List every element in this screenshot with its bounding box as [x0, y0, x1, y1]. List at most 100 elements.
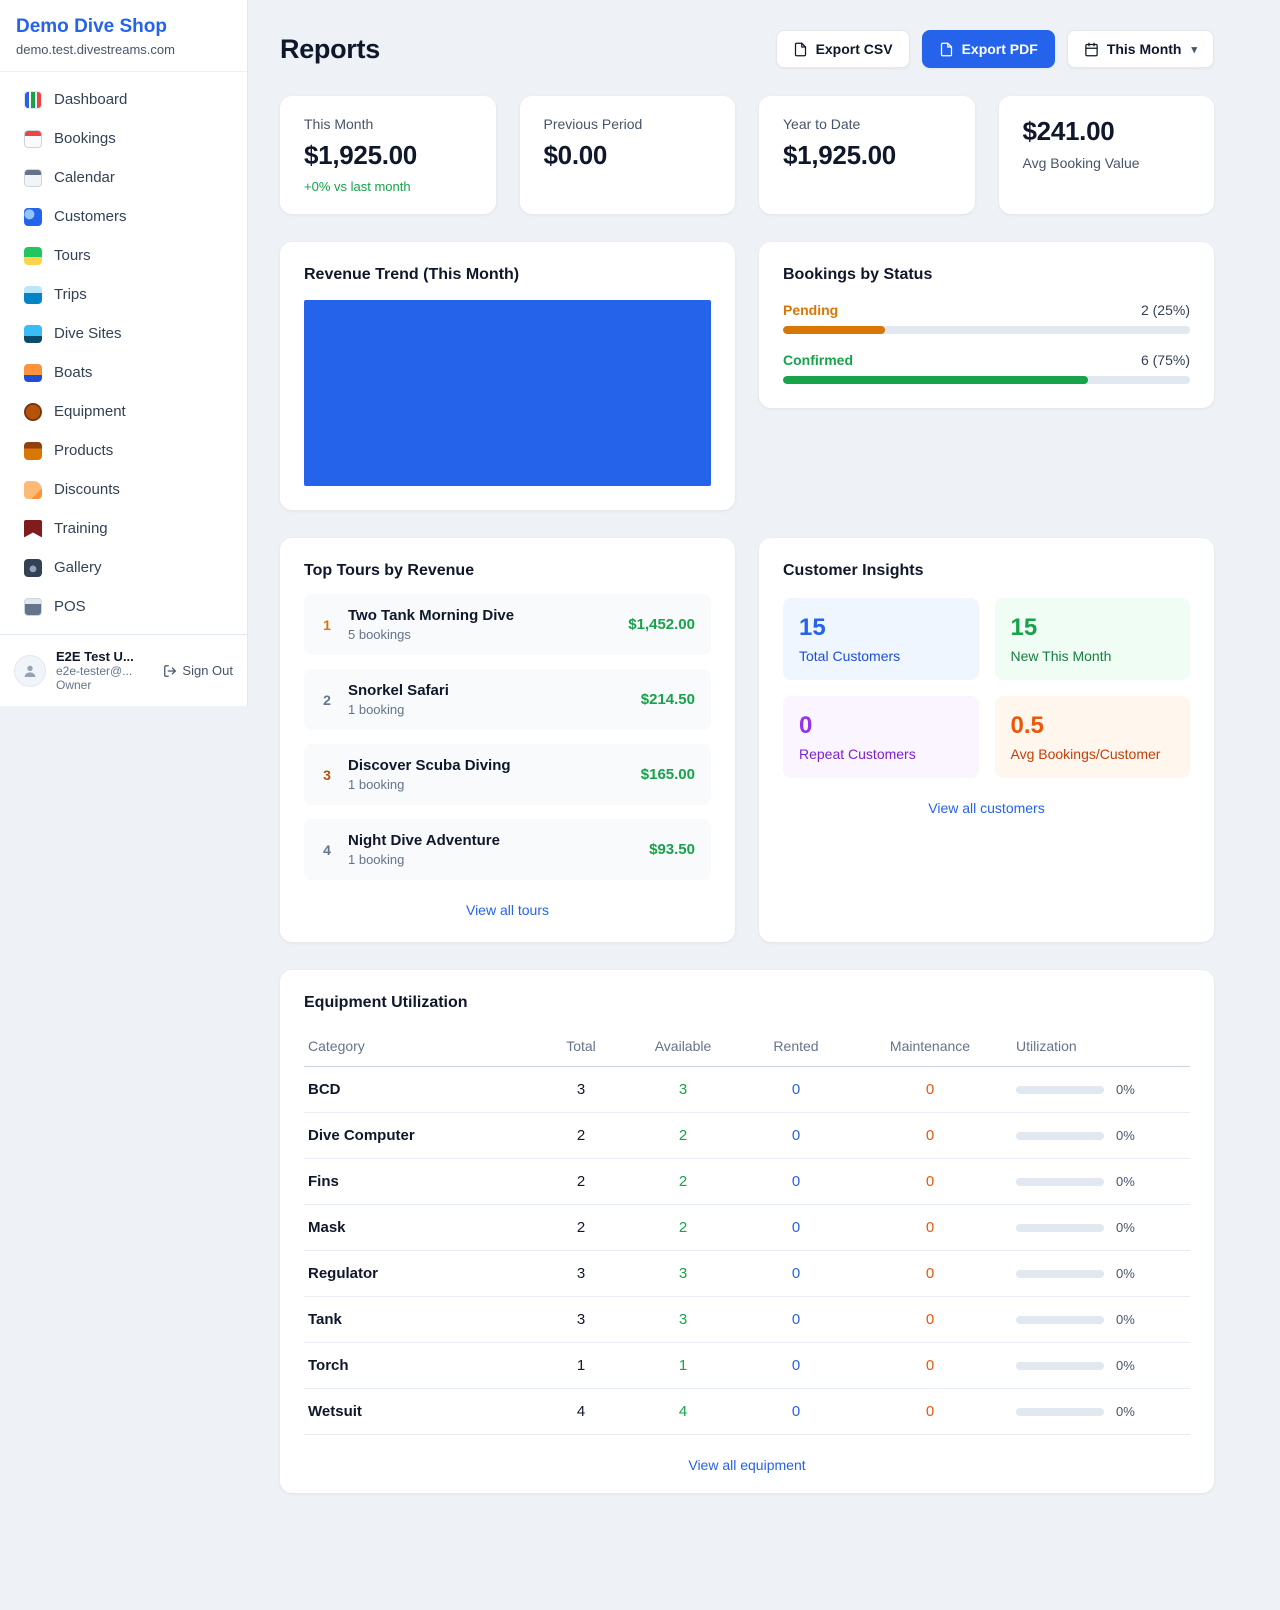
sidebar-item-label: Discounts: [54, 481, 120, 498]
sidebar-item-label: Dashboard: [54, 91, 128, 108]
sidebar-item-label: Boats: [54, 364, 93, 381]
equipment-utilization-card: Equipment Utilization Category Total Ava…: [280, 970, 1214, 1493]
export-csv-button[interactable]: Export CSV: [775, 30, 910, 68]
sidebar-item-bookings[interactable]: Bookings: [0, 119, 247, 158]
view-all-customers-link[interactable]: View all customers: [928, 800, 1045, 816]
shop-name: Demo Dive Shop: [16, 16, 167, 37]
tour-name: Night Dive Adventure: [348, 832, 500, 849]
status-label: Confirmed: [783, 352, 853, 368]
sidebar-item-tours[interactable]: Tours: [0, 236, 247, 275]
boat-icon: [24, 363, 42, 382]
period-dropdown[interactable]: This Month ▾: [1066, 30, 1214, 68]
sidebar-item-products[interactable]: Products: [0, 431, 247, 470]
wave-icon: [24, 285, 42, 304]
tour-rank: 3: [323, 766, 331, 783]
equipment-table: Category Total Available Rented Maintena…: [304, 1028, 1190, 1435]
utilization-bar: [1016, 1131, 1104, 1140]
cell-rented: 0: [744, 1112, 848, 1159]
tour-name: Snorkel Safari: [348, 682, 449, 699]
insight-label: New This Month: [1010, 648, 1112, 664]
sidebar-item-equipment[interactable]: Equipment: [0, 392, 247, 431]
sidebar-item-discounts[interactable]: Discounts: [0, 470, 247, 509]
utilization-bar: [1016, 1269, 1104, 1278]
revenue-trend-title: Revenue Trend (This Month): [304, 266, 520, 283]
user-meta: E2E Test U... e2e-tester@... Owner: [56, 649, 134, 692]
sidebar-item-label: Bookings: [54, 130, 116, 147]
export-csv-label: Export CSV: [815, 41, 893, 57]
sidebar-item-label: Dive Sites: [54, 325, 122, 342]
sidebar-item-training[interactable]: Training: [0, 509, 247, 548]
insight-tile-new-this-month: 15 New This Month: [994, 598, 1190, 680]
document-icon: [940, 42, 952, 56]
cell-total: 4: [540, 1388, 622, 1435]
page-header: Reports Export CSV Export PDF This Month…: [280, 30, 1214, 68]
table-row: BCD 3 3 0 0 0%: [304, 1066, 1190, 1113]
utilization-bar: [1016, 1407, 1104, 1416]
bar-chart-icon: [24, 90, 42, 109]
cell-maintenance: 0: [848, 1250, 1012, 1297]
cell-rented: 0: [744, 1204, 848, 1251]
insight-label: Total Customers: [799, 648, 901, 664]
utilization-bar: [1016, 1177, 1104, 1186]
calendar-red-icon: [24, 129, 42, 148]
sign-out-button[interactable]: Sign Out: [163, 663, 233, 678]
tour-name: Two Tank Morning Dive: [348, 607, 515, 624]
tour-bookings-count: 1 booking: [348, 702, 405, 717]
bookmark-icon: [24, 519, 42, 538]
tour-rank: 2: [323, 691, 331, 708]
user-panel: E2E Test U... e2e-tester@... Owner Sign …: [0, 634, 247, 706]
utilization-percent: 0%: [1116, 1358, 1135, 1373]
cell-available: 3: [622, 1066, 744, 1113]
sidebar-item-customers[interactable]: Customers: [0, 197, 247, 236]
stat-card-this-month: This Month $1,925.00 +0% vs last month: [280, 96, 496, 214]
status-row-confirmed: Confirmed 6 (75%): [783, 352, 1190, 384]
cell-total: 3: [540, 1296, 622, 1343]
column-header-utilization: Utilization: [1012, 1028, 1190, 1067]
main-content: Reports Export CSV Export PDF This Month…: [248, 0, 1280, 1533]
tour-bookings-count: 5 bookings: [348, 627, 411, 642]
status-label: Pending: [783, 302, 839, 318]
top-tours-title: Top Tours by Revenue: [304, 562, 475, 579]
calendar-icon: [24, 168, 42, 187]
cell-available: 1: [622, 1342, 744, 1389]
status-row-pending: Pending 2 (25%): [783, 302, 1190, 334]
sidebar-item-label: Gallery: [54, 559, 102, 576]
sidebar-item-gallery[interactable]: Gallery: [0, 548, 247, 587]
card-reader-icon: [24, 597, 42, 616]
table-row: Mask 2 2 0 0 0%: [304, 1204, 1190, 1251]
cell-rented: 0: [744, 1342, 848, 1389]
sign-out-icon: [164, 664, 177, 677]
stat-value: $1,925.00: [304, 140, 417, 170]
view-all-tours-link[interactable]: View all tours: [465, 902, 549, 918]
tour-revenue: $93.50: [649, 841, 695, 858]
cell-rented: 0: [744, 1250, 848, 1297]
customer-insights-card: Customer Insights 15 Total Customers 15 …: [759, 538, 1214, 942]
view-all-equipment-link[interactable]: View all equipment: [688, 1457, 806, 1473]
sidebar-item-pos[interactable]: POS: [0, 587, 247, 626]
sidebar-item-label: Products: [54, 442, 114, 459]
utilization-percent: 0%: [1116, 1266, 1135, 1281]
sidebar-item-dashboard[interactable]: Dashboard: [0, 80, 247, 119]
revenue-trend-card: Revenue Trend (This Month): [280, 242, 735, 510]
sidebar-item-dive-sites[interactable]: Dive Sites: [0, 314, 247, 353]
sidebar-nav: Dashboard Bookings Calendar Customers To…: [0, 72, 247, 634]
cell-total: 3: [540, 1066, 622, 1113]
shop-domain: demo.test.divestreams.com: [16, 42, 175, 57]
utilization-percent: 0%: [1116, 1174, 1135, 1189]
sidebar-item-calendar[interactable]: Calendar: [0, 158, 247, 197]
tour-revenue: $214.50: [640, 691, 695, 708]
cell-total: 1: [540, 1342, 622, 1389]
tour-bookings-count: 1 booking: [348, 777, 405, 792]
sidebar-item-boats[interactable]: Boats: [0, 353, 247, 392]
table-row: Torch 1 1 0 0 0%: [304, 1342, 1190, 1389]
insight-tile-total-customers: 15 Total Customers: [783, 598, 979, 680]
column-header-category: Category: [304, 1028, 540, 1067]
sidebar-item-trips[interactable]: Trips: [0, 275, 247, 314]
tour-list-item: 1 Two Tank Morning Dive 5 bookings $1,45…: [304, 594, 711, 655]
insight-label: Avg Bookings/Customer: [1010, 746, 1161, 762]
sign-out-label: Sign Out: [182, 663, 233, 678]
export-pdf-button[interactable]: Export PDF: [921, 30, 1055, 68]
column-header-total: Total: [540, 1028, 622, 1067]
insight-tiles: 15 Total Customers 15 New This Month 0 R…: [783, 598, 1190, 778]
cell-total: 2: [540, 1112, 622, 1159]
